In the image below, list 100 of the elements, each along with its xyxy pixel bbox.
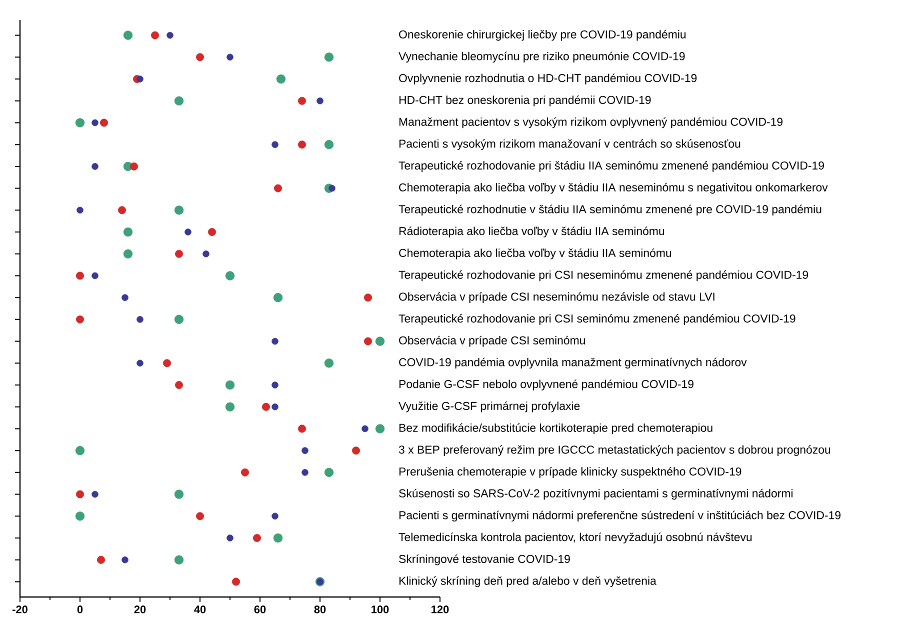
point: [76, 315, 84, 324]
point: [76, 272, 84, 280]
point: [76, 206, 84, 214]
point: [241, 468, 249, 476]
point: [208, 228, 216, 236]
point: [352, 446, 360, 455]
x-tick-label: 40: [194, 606, 206, 614]
point: [174, 96, 184, 106]
point: [375, 424, 385, 434]
y-tick-label: HD-CHT bez oneskorenia pri pandémii COVID-19: [399, 95, 651, 106]
point: [226, 534, 234, 542]
y-tick-label: Skríningové testovanie COVID-19: [399, 554, 570, 566]
point: [298, 96, 306, 105]
point: [151, 31, 159, 40]
point: [274, 184, 282, 192]
y-tick-label: Terapeutické rozhodovanie pri CSI neseminómu zmenené pandémiou COVID-19: [398, 270, 808, 282]
point: [130, 162, 138, 170]
y-tick-label: Skúsenosti so SARS-CoV-2 pozitívnymi pacientami s germinatívnymi nádormi: [399, 488, 792, 500]
x-tick-label: 120: [432, 606, 449, 614]
point: [174, 314, 184, 324]
point: [316, 97, 324, 104]
y-tick-label: Pacienti s germinatívnymi nádormi preferenčne sústredení v inštitúciách bez COVID-19: [399, 510, 840, 522]
point: [76, 490, 84, 498]
point: [122, 556, 128, 564]
point: [174, 555, 184, 564]
point: [298, 424, 306, 433]
point: [324, 358, 334, 368]
point: [175, 250, 183, 258]
y-tick-label: Observácia v prípade CSI seminómu: [399, 336, 585, 347]
point: [174, 206, 184, 215]
y-tick-label: Oneskorenie chirurgickej liečby pre COVID-19 pandémiu: [399, 30, 686, 41]
point: [75, 446, 85, 456]
y-tick-label: Observácia v prípade CSI neseminómu nezávisle od stavu LVI: [399, 292, 714, 303]
point: [302, 447, 308, 454]
point: [273, 292, 283, 302]
point: [298, 140, 306, 149]
x-tick-label: 60: [254, 606, 266, 614]
point: [136, 316, 144, 323]
point: [202, 250, 210, 258]
point: [225, 271, 235, 280]
point: [364, 337, 372, 346]
y-tick-label: Terapeutické rozhodovanie pri štádiu IIA seminómu zmenené pandémiou COVID-19: [398, 161, 824, 172]
point: [136, 76, 144, 82]
y-tick-label: Chemoterapia ako liečba voľby v štádiu IIA seminómu: [399, 248, 672, 260]
y-tick-label: Ovplyvnenie rozhodnutia o HD-CHT pandémiou COVID-19: [399, 74, 697, 84]
point: [136, 360, 144, 367]
point: [225, 402, 235, 412]
point: [196, 512, 204, 520]
point: [272, 338, 278, 345]
y-tick-label: Pacienti s vysokým rizikom manažovaní v centrách so skúsenosťou: [399, 139, 740, 150]
point: [225, 380, 235, 390]
point: [163, 359, 171, 368]
point: [123, 249, 133, 258]
y-tick-label: Terapeutické rozhodnutie v štádiu IIA seminómu zmenené pre COVID-19 pandémiu: [398, 204, 822, 216]
point: [92, 163, 98, 170]
point: [328, 184, 336, 192]
y-tick-label: Podanie G-CSF nebolo ovplyvnené pandémiou COVID-19: [399, 380, 694, 390]
point: [123, 227, 133, 237]
point: [364, 294, 372, 302]
point: [75, 512, 85, 521]
point: [175, 381, 183, 389]
point: [118, 206, 126, 214]
y-tick-label: Využitie G-CSF primárnej profylaxie: [398, 401, 580, 412]
point: [184, 228, 192, 236]
point: [122, 294, 128, 301]
y-tick-label: Bez modifikácie/substitúcie kortikoterapie pred chemoterapiou: [399, 423, 712, 434]
point: [100, 118, 108, 127]
point: [97, 556, 105, 564]
point: [232, 578, 240, 586]
y-tick-label: COVID-19 pandémia ovplyvnila manažment germinatívnych nádorov: [399, 358, 747, 369]
point: [272, 382, 278, 388]
point: [262, 402, 270, 411]
x-tick-label: 100: [372, 606, 389, 614]
y-tick-label: Prerušenia chemoterapie v prípade klinicky suspektného COVID-19: [399, 467, 742, 478]
y-tick-label: Vynechanie bleomycínu pre riziko pneumónie COVID-19: [398, 52, 685, 63]
point: [272, 512, 278, 520]
point: [75, 118, 85, 128]
point: [272, 141, 278, 148]
point: [123, 30, 133, 40]
point: [92, 119, 98, 126]
point: [174, 490, 184, 499]
point: [324, 52, 334, 62]
point: [166, 32, 174, 39]
point: [196, 53, 204, 62]
point: [375, 336, 385, 346]
y-tick-label: Telemedicínska kontrola pacientov, ktorí nevyžadujú osobnú návštevu: [398, 532, 752, 544]
point: [272, 403, 278, 410]
point: [276, 74, 286, 84]
y-tick-label: Rádioterapia ako liečba voľby v štádiu IIA seminómu: [399, 226, 664, 238]
point: [273, 533, 283, 543]
point: [324, 468, 334, 478]
point: [302, 469, 308, 476]
point: [92, 490, 98, 498]
point: [226, 54, 234, 61]
x-tick-label: -20: [12, 606, 28, 614]
point: [362, 425, 368, 432]
y-tick-label: Manažment pacientov s vysokým rizikom ovplyvnený pandémiou COVID-19: [399, 117, 783, 128]
y-tick-label: 3 x BEP preferovaný režim pre IGCCC metastatických pacientov s dobrou prognózou: [398, 445, 830, 456]
y-tick-label: Chemoterapia ako liečba voľby v štádiu IIA neseminómu s negativitou onkomarkerov: [399, 182, 828, 194]
x-tick-label: 0: [77, 606, 83, 614]
